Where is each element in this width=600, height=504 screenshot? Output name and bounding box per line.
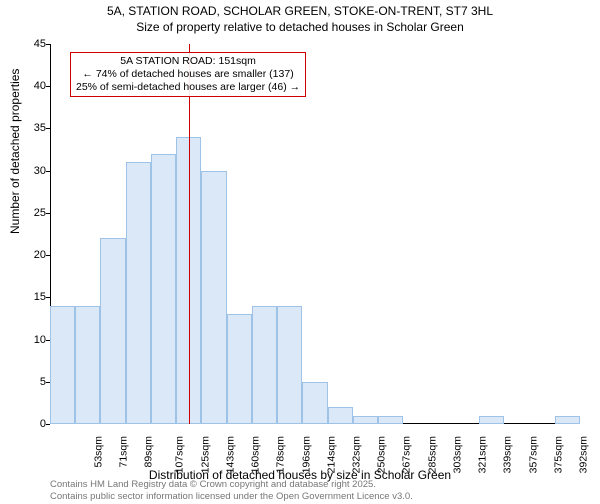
y-tick-mark — [46, 424, 50, 425]
chart-container: 5A, STATION ROAD, SCHOLAR GREEN, STOKE-O… — [0, 4, 600, 504]
bar — [151, 154, 176, 424]
bar — [302, 382, 327, 424]
bar — [100, 238, 125, 424]
bar — [378, 416, 403, 424]
annotation-box: 5A STATION ROAD: 151sqm ← 74% of detache… — [70, 52, 306, 97]
y-tick-label: 20 — [20, 249, 46, 261]
footer-line2: Contains public sector information licen… — [50, 491, 413, 502]
bar — [201, 171, 226, 424]
annotation-line1: 5A STATION ROAD: 151sqm — [76, 55, 300, 68]
plot-area: 051015202530354045 53sqm71sqm89sqm107sqm… — [50, 44, 580, 424]
y-tick-label: 15 — [20, 291, 46, 303]
annotation-line2: ← 74% of detached houses are smaller (13… — [76, 68, 300, 81]
y-tick-label: 10 — [20, 334, 46, 346]
bar — [50, 306, 75, 424]
y-tick-label: 35 — [20, 122, 46, 134]
bar — [75, 306, 100, 424]
footer: Contains HM Land Registry data © Crown c… — [50, 479, 413, 502]
bars-area — [50, 44, 580, 424]
bar — [555, 416, 580, 424]
bar — [328, 407, 353, 424]
annotation-line3: 25% of semi-detached houses are larger (… — [76, 81, 300, 94]
bar — [353, 416, 378, 424]
y-tick-label: 0 — [20, 418, 46, 430]
bar — [479, 416, 504, 424]
marker-line — [189, 44, 191, 424]
x-tick-label: 71sqm — [117, 436, 129, 468]
title-line2: Size of property relative to detached ho… — [0, 20, 600, 34]
x-tick-label: 53sqm — [92, 436, 104, 468]
y-tick-label: 25 — [20, 207, 46, 219]
bar — [252, 306, 277, 424]
bar — [227, 314, 252, 424]
y-tick-label: 30 — [20, 165, 46, 177]
bar — [277, 306, 302, 424]
y-tick-label: 40 — [20, 80, 46, 92]
x-tick-label: 89sqm — [143, 436, 155, 468]
y-tick-label: 45 — [20, 38, 46, 50]
bar — [126, 162, 151, 424]
y-tick-label: 5 — [20, 376, 46, 388]
title-line1: 5A, STATION ROAD, SCHOLAR GREEN, STOKE-O… — [0, 4, 600, 18]
footer-line1: Contains HM Land Registry data © Crown c… — [50, 479, 413, 490]
